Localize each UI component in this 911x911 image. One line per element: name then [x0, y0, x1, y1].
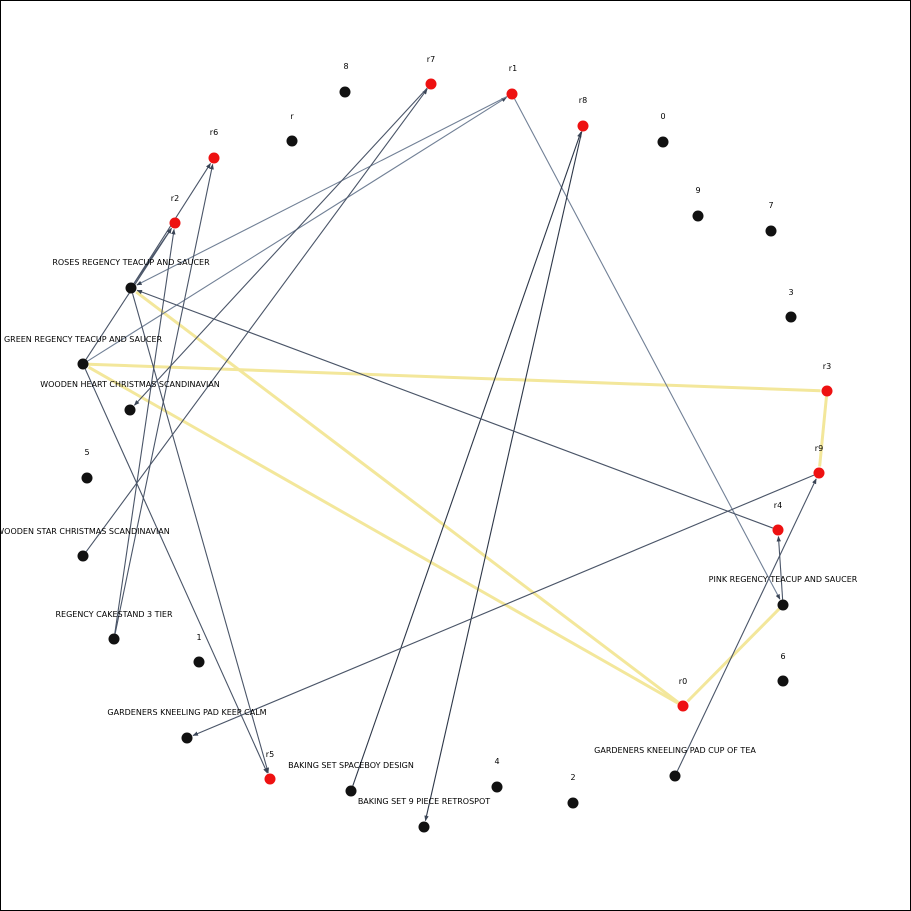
node-label-padcalm: GARDENERS KNEELING PAD KEEP CALM — [107, 708, 266, 717]
edge-roses-to-r5 — [131, 293, 269, 774]
rule-node-r6[interactable] — [208, 152, 220, 164]
node-label-cakestand: REGENCY CAKESTAND 3 TIER — [55, 610, 173, 619]
node-label-r4: r4 — [774, 501, 782, 510]
node-label-r1: r1 — [509, 64, 517, 73]
node-label-2: 2 — [570, 773, 575, 782]
node-label-r6: r6 — [210, 128, 218, 137]
node-layer — [77, 78, 833, 833]
edge-r8-to-retrospot — [424, 131, 583, 822]
rule-node-r2[interactable] — [169, 217, 181, 229]
rule-node-r7[interactable] — [425, 78, 437, 90]
rule-node-r5[interactable] — [264, 773, 276, 785]
node-label-0: 0 — [660, 112, 665, 121]
node-label-r9: r9 — [815, 444, 823, 453]
node-label-pink: PINK REGENCY TEACUP AND SAUCER — [709, 575, 858, 584]
label-layer: 8 r7 r1 r8 0 r r6 9 7 r2 ROSES REGENCY TEACUP AND … — [1, 55, 858, 806]
item-node-padtea[interactable] — [669, 770, 681, 782]
edge-cakestand-to-r6 — [114, 163, 214, 634]
edge-padtea-to-r9 — [676, 478, 817, 772]
rule-node-r0[interactable] — [677, 700, 689, 712]
edge-cakestand-to-r2 — [114, 228, 176, 634]
item-node-1[interactable] — [193, 656, 205, 668]
item-node-pink[interactable] — [777, 599, 789, 611]
item-node-0[interactable] — [657, 136, 669, 148]
node-label-r8: r8 — [579, 96, 587, 105]
item-node-heart[interactable] — [124, 404, 136, 416]
node-label-roses: ROSES REGENCY TEACUP AND SAUCER — [52, 258, 210, 267]
edge-green-to-r2 — [85, 227, 172, 360]
item-node-r[interactable] — [286, 135, 298, 147]
item-node-cakestand[interactable] — [108, 633, 120, 645]
node-label-8: 8 — [343, 62, 348, 71]
item-node-7[interactable] — [765, 225, 777, 237]
node-label-3: 3 — [788, 288, 793, 297]
node-label-r5: r5 — [266, 750, 274, 759]
node-label-7: 7 — [768, 201, 773, 210]
item-node-8[interactable] — [339, 86, 351, 98]
rule-node-r8[interactable] — [577, 120, 589, 132]
edge-r0-to-green — [87, 365, 679, 705]
edge-r0-to-roses — [135, 290, 680, 704]
item-node-5[interactable] — [81, 472, 93, 484]
node-label-heart: WOODEN HEART CHRISTMAS SCANDINAVIAN — [40, 380, 220, 389]
node-label-4: 4 — [494, 757, 499, 766]
node-label-r3: r3 — [823, 362, 831, 371]
node-label-9: 9 — [695, 186, 700, 195]
node-label-r0: r0 — [679, 677, 687, 686]
edge-pink-to-r0 — [686, 607, 781, 703]
edge-green-to-r5 — [84, 368, 268, 774]
rule-node-r9[interactable] — [813, 467, 825, 479]
node-label-retrospot: BAKING SET 9 PIECE RETROSPOT — [358, 797, 490, 806]
item-node-3[interactable] — [785, 311, 797, 323]
edge-spaceboy-to-r8 — [352, 131, 582, 786]
item-node-4[interactable] — [491, 781, 503, 793]
rule-node-r1[interactable] — [506, 88, 518, 100]
item-node-2[interactable] — [567, 797, 579, 809]
edge-r4-to-roses — [136, 289, 774, 529]
node-label-padtea: GARDENERS KNEELING PAD CUP OF TEA — [594, 746, 756, 755]
rule-node-r3[interactable] — [821, 385, 833, 397]
rule-node-r4[interactable] — [772, 524, 784, 536]
node-label-1: 1 — [196, 633, 201, 642]
node-label-green: GREEN REGENCY TEACUP AND SAUCER — [4, 335, 163, 344]
edge-r3-to-r9 — [818, 396, 828, 467]
node-label-r7: r7 — [427, 55, 435, 64]
item-node-9[interactable] — [692, 210, 704, 222]
item-node-star[interactable] — [77, 550, 89, 562]
edge-r9-to-padcalm — [192, 474, 815, 736]
edge-green-to-r3 — [88, 362, 821, 393]
edge-star-to-r7 — [85, 88, 428, 552]
edge-r1-to-roses — [136, 96, 508, 286]
edge-r7-to-heart — [134, 87, 428, 406]
item-node-roses[interactable] — [125, 282, 137, 294]
item-node-spaceboy[interactable] — [345, 785, 357, 797]
item-node-green[interactable] — [77, 358, 89, 370]
node-label-r2: r2 — [171, 194, 179, 203]
node-label-spaceboy: BAKING SET SPACEBOY DESIGN — [288, 761, 414, 770]
node-label-5: 5 — [84, 448, 89, 457]
node-label-r: r — [290, 112, 294, 121]
item-node-padcalm[interactable] — [181, 732, 193, 744]
edge-pink-to-r4 — [776, 535, 784, 600]
node-label-6: 6 — [780, 652, 785, 661]
item-node-retrospot[interactable] — [418, 821, 430, 833]
node-label-star: WOODEN STAR CHRISTMAS SCANDINAVIAN — [1, 527, 170, 536]
edge-r1-to-pink — [514, 98, 781, 600]
item-node-6[interactable] — [777, 675, 789, 687]
